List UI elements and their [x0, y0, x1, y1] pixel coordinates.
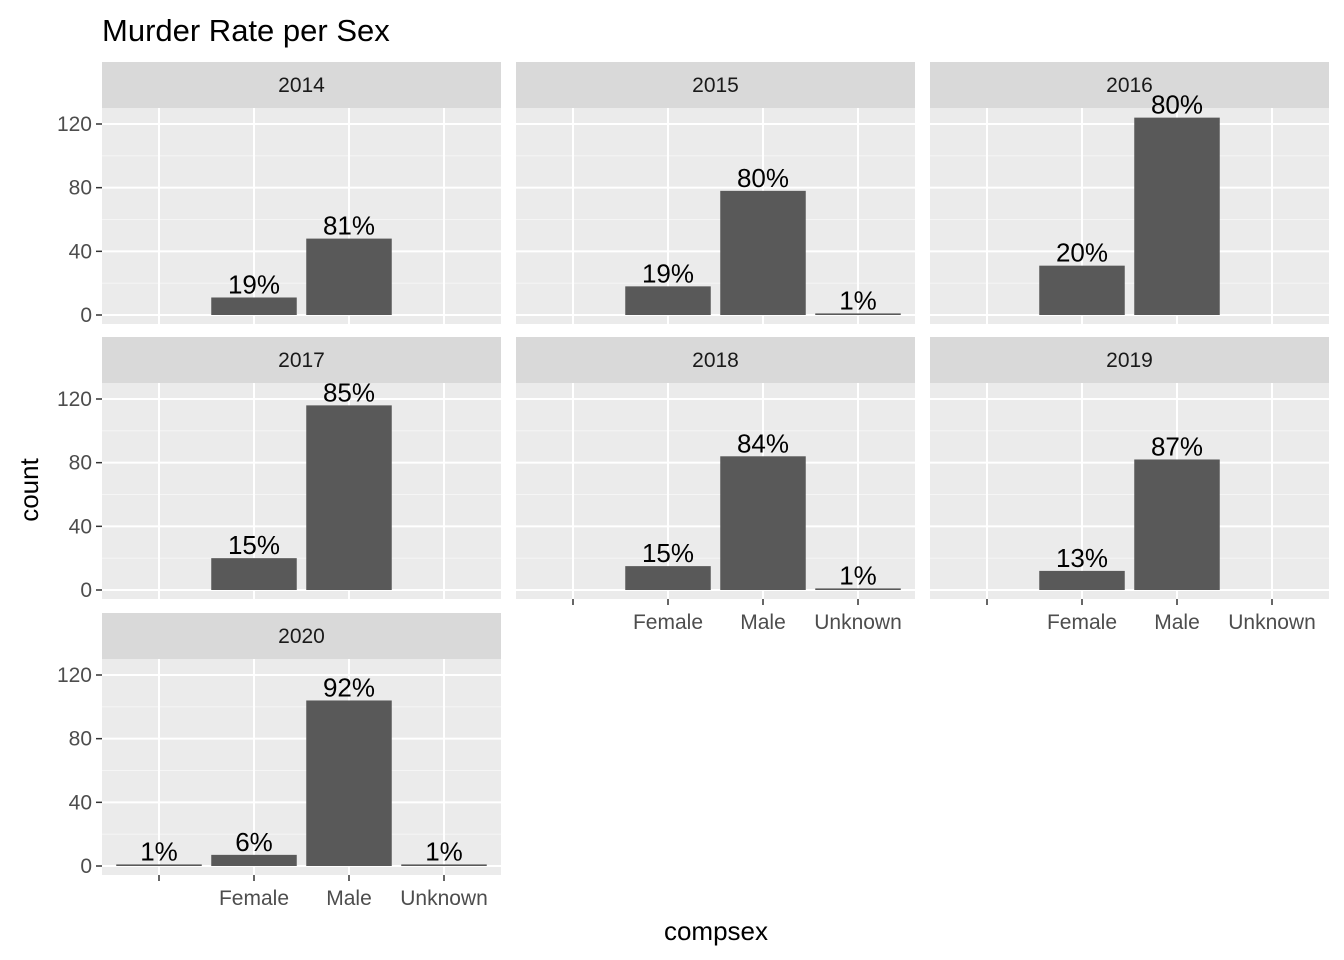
facet-panel-2018: 2018 15% 84% 1% Female Male Unknown [516, 337, 915, 634]
x-tick-label: Female [633, 611, 703, 634]
y-tick-label: 40 [69, 791, 92, 814]
bar-female [211, 854, 297, 866]
y-tick-label: 80 [69, 177, 92, 200]
y-tick-label: 80 [69, 728, 92, 751]
bar-male [720, 190, 806, 315]
bar-female [1039, 570, 1125, 590]
x-tick-label: Unknown [814, 611, 902, 634]
bar-label: 80% [737, 163, 789, 193]
bar-label: 1% [839, 560, 877, 590]
bar-female [1039, 265, 1125, 315]
x-tick-label: Male [740, 611, 786, 634]
panel-background [102, 383, 501, 599]
facet-strip-label: 2018 [692, 349, 739, 372]
x-tick-label: Unknown [400, 887, 488, 910]
facet-strip [930, 62, 1329, 108]
bar-label: 81% [323, 211, 375, 241]
bar-female [211, 558, 297, 590]
facet-strip [516, 337, 915, 383]
y-tick-label: 120 [57, 113, 92, 136]
y-tick-label: 0 [80, 579, 92, 602]
bar-label: 15% [642, 538, 694, 568]
bar-label: 85% [323, 377, 375, 407]
bar-male [306, 700, 392, 866]
x-tick-label: Female [1047, 611, 1117, 634]
facet-strip [102, 62, 501, 108]
panel-background [102, 108, 501, 324]
facet-strip-label: 2014 [278, 74, 325, 97]
bar-male [1134, 117, 1220, 315]
bar-female [211, 297, 297, 315]
y-tick-label: 40 [69, 515, 92, 538]
bar-label: 6% [235, 827, 273, 857]
y-tick-label: 120 [57, 664, 92, 687]
bar-label: 80% [1151, 90, 1203, 120]
facet-strip [102, 337, 501, 383]
bar-unknown [401, 864, 487, 866]
bar-female [625, 286, 711, 315]
panel-background [930, 108, 1329, 324]
y-tick-label: 120 [57, 388, 92, 411]
facet-strip-label: 2019 [1106, 349, 1153, 372]
facet-panel-2014: 2014 19% 81% 0 40 80 120 [57, 62, 501, 327]
bar-label: 1% [839, 285, 877, 315]
bar-unknown [815, 313, 901, 315]
bar-label: 92% [323, 672, 375, 702]
facet-panel-2015: 2015 19% 80% 1% [516, 62, 915, 324]
facet-panel-2017: 2017 15% 85% 0 40 80 120 [57, 337, 501, 602]
facet-strip-label: 2016 [1106, 74, 1153, 97]
y-tick-label: 40 [69, 240, 92, 263]
bar-label: 1% [140, 836, 178, 866]
chart-title: Murder Rate per Sex [102, 13, 390, 48]
y-axis-title: count [14, 457, 44, 521]
bar-label: 13% [1056, 543, 1108, 573]
bar-male [1134, 459, 1220, 590]
panel-background [516, 108, 915, 324]
bar-female [625, 566, 711, 590]
x-axis-title: compsex [664, 916, 768, 946]
bar-label: 15% [228, 530, 280, 560]
facet-strip-label: 2015 [692, 74, 739, 97]
bar-male [720, 456, 806, 590]
y-tick-label: 80 [69, 452, 92, 475]
facet-panel-2019: 2019 13% 87% Female Male Unknown [930, 337, 1329, 634]
bar-male [306, 405, 392, 590]
facet-strip [930, 337, 1329, 383]
y-tick-label: 0 [80, 855, 92, 878]
facet-strip [516, 62, 915, 108]
bar-male [306, 238, 392, 315]
bar-blank [116, 864, 202, 866]
x-tick-label: Male [326, 887, 372, 910]
bar-label: 84% [737, 428, 789, 458]
facet-strip [102, 613, 501, 659]
x-tick-label: Male [1154, 611, 1200, 634]
facet-panel-2016: 2016 20% 80% [930, 62, 1329, 324]
facet-panel-2020: 2020 1% 6% 92% 1% 0 40 80 120 Female Male Unknown [57, 613, 501, 910]
bar-label: 19% [642, 258, 694, 288]
bar-label: 87% [1151, 431, 1203, 461]
x-tick-label: Unknown [1228, 611, 1316, 634]
bar-label: 19% [228, 269, 280, 299]
panel-background [930, 383, 1329, 599]
bar-label: 20% [1056, 238, 1108, 268]
panel-background [516, 383, 915, 599]
facet-panels: 2014 19% 81% 0 40 80 120 2015 19% 80% 1% 2016 20% 80%… [57, 62, 1329, 910]
bar-unknown [815, 588, 901, 590]
facet-strip-label: 2020 [278, 625, 325, 648]
x-tick-label: Female [219, 887, 289, 910]
bar-label: 1% [425, 836, 463, 866]
y-tick-label: 0 [80, 304, 92, 327]
panel-background [102, 659, 501, 875]
facet-strip-label: 2017 [278, 349, 325, 372]
